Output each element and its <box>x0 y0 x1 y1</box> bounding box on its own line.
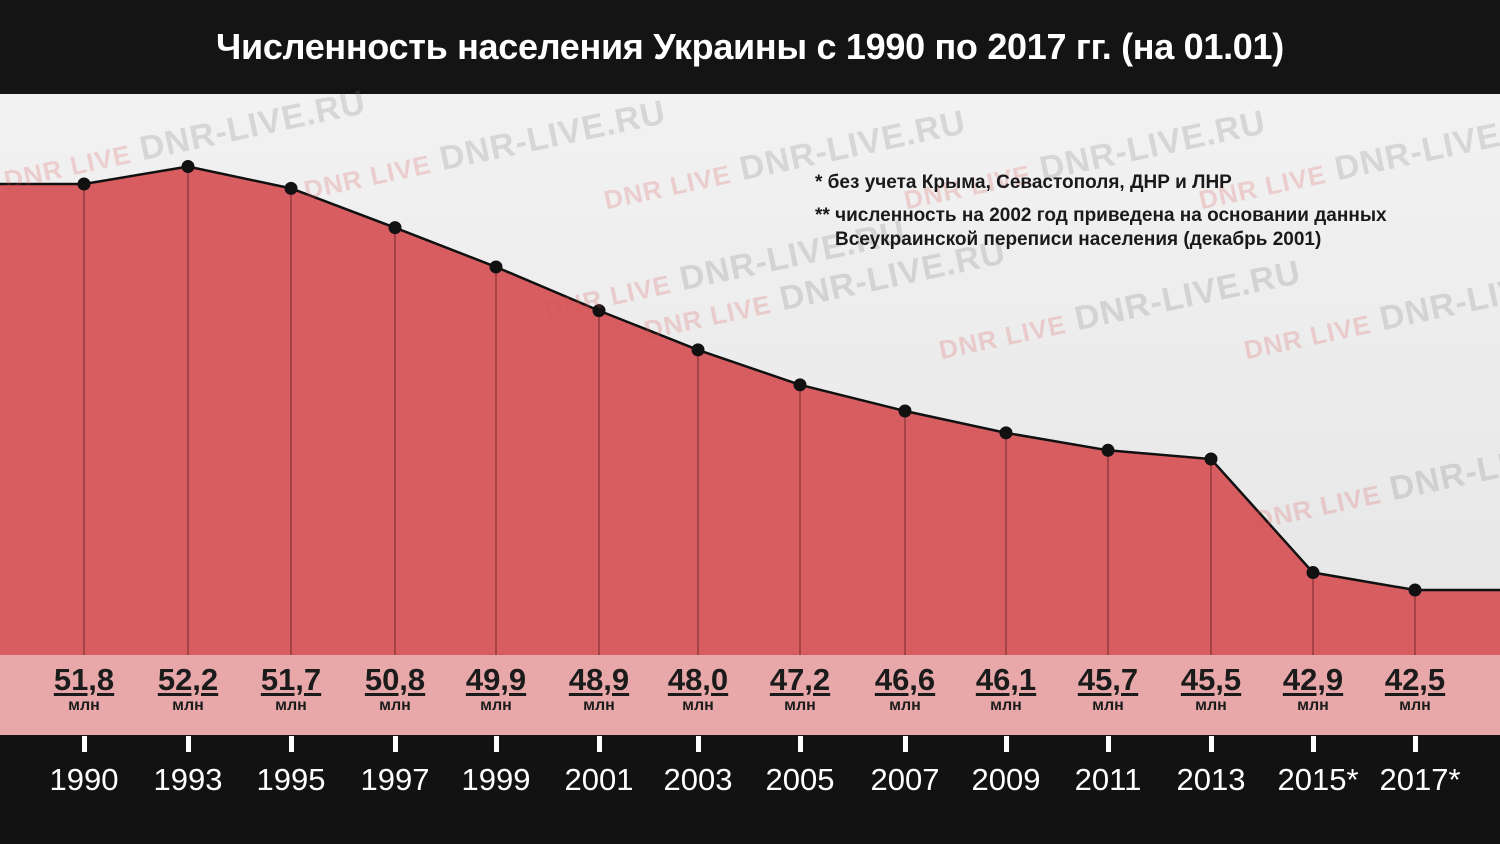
x-axis-year-label: 1995 <box>256 762 326 797</box>
data-point-2015 <box>1306 566 1320 580</box>
data-point-1993 <box>181 160 195 174</box>
value-unit: млн <box>68 697 100 714</box>
x-axis-tick <box>1413 736 1418 752</box>
value-unit: млн <box>889 697 921 714</box>
data-point-2013 <box>1204 452 1218 466</box>
value-label: 46,6 млн <box>850 664 960 716</box>
x-axis-tick <box>1209 736 1214 752</box>
data-point-1997 <box>388 221 402 235</box>
x-axis-tick <box>82 736 87 752</box>
x-axis-tick <box>494 736 499 752</box>
x-axis-year-label: 2007 <box>870 762 940 797</box>
value-label: 45,7 млн <box>1053 664 1163 716</box>
value-number: 47,2 <box>769 662 831 697</box>
value-unit: млн <box>1297 697 1329 714</box>
value-unit: млн <box>275 697 307 714</box>
data-point-1999 <box>489 260 503 274</box>
x-axis-year-label: 2013 <box>1176 762 1246 797</box>
value-unit: млн <box>172 697 204 714</box>
value-label: 46,1 млн <box>951 664 1061 716</box>
value-number: 42,5 <box>1384 662 1446 697</box>
x-axis-year-label: 2005 <box>765 762 835 797</box>
value-unit: млн <box>480 697 512 714</box>
value-number: 48,0 <box>667 662 729 697</box>
value-label: 42,9 млн <box>1258 664 1368 716</box>
value-unit: млн <box>1195 697 1227 714</box>
value-label: 48,0 млн <box>643 664 753 716</box>
value-label: 50,8 млн <box>340 664 450 716</box>
x-axis-tick <box>289 736 294 752</box>
value-label: 51,8 млн <box>29 664 139 716</box>
data-point-2017 <box>1408 583 1422 597</box>
data-point-1990 <box>77 177 91 191</box>
x-axis-tick <box>393 736 398 752</box>
x-axis-year-label: 2001 <box>564 762 634 797</box>
value-number: 49,9 <box>465 662 527 697</box>
value-label: 45,5 млн <box>1156 664 1266 716</box>
x-axis-tick <box>1311 736 1316 752</box>
data-point-2007 <box>898 404 912 418</box>
x-axis-tick <box>186 736 191 752</box>
value-label: 51,7 млн <box>236 664 346 716</box>
value-unit: млн <box>990 697 1022 714</box>
value-number: 42,9 <box>1282 662 1344 697</box>
x-axis-year-label: 1993 <box>153 762 223 797</box>
data-point-2003 <box>691 343 705 357</box>
population-area <box>0 166 1500 655</box>
values-band <box>0 655 1500 735</box>
value-unit: млн <box>1399 697 1431 714</box>
x-axis-year-label: 1999 <box>461 762 531 797</box>
x-axis-tick <box>1004 736 1009 752</box>
value-number: 52,2 <box>157 662 219 697</box>
x-axis-tick <box>696 736 701 752</box>
data-point-2011 <box>1101 443 1115 457</box>
x-axis-year-label: 2011 <box>1074 762 1142 797</box>
note-crimea: * без учета Крыма, Севастополя, ДНР и ЛН… <box>815 172 1232 193</box>
x-axis-year-label: 2017* <box>1379 762 1461 797</box>
value-number: 46,1 <box>975 662 1037 697</box>
population-line <box>0 165 1500 592</box>
value-unit: млн <box>1092 697 1124 714</box>
data-point-1995 <box>284 181 298 195</box>
x-axis-year-label: 1990 <box>49 762 119 797</box>
x-axis-year-label: 2009 <box>971 762 1041 797</box>
x-axis-year-label: 1997 <box>360 762 430 797</box>
chart-title: Численность населения Украины с 1990 по … <box>216 26 1284 67</box>
data-point-2009 <box>999 426 1013 440</box>
value-number: 51,7 <box>260 662 322 697</box>
value-unit: млн <box>784 697 816 714</box>
data-point-2001 <box>592 304 606 318</box>
value-label: 49,9 млн <box>441 664 551 716</box>
x-axis-year-label: 2003 <box>663 762 733 797</box>
value-label: 42,5 млн <box>1360 664 1470 716</box>
value-unit: млн <box>379 697 411 714</box>
plot-area: DNR LIVEDNR-LIVE.RU DNR LIVEDNR-LIVE.RU DN… <box>0 83 1500 734</box>
x-axis-tick <box>1106 736 1111 752</box>
x-axis-year-label: 2015* <box>1277 762 1359 797</box>
note-census: ** численность на 2002 год приведена на … <box>815 205 1387 250</box>
value-unit: млн <box>682 697 714 714</box>
value-label: 47,2 млн <box>745 664 855 716</box>
chart-notes: * без учета Крыма, Севастополя, ДНР и ЛН… <box>815 171 1500 261</box>
data-point-2005 <box>793 378 807 392</box>
title-bar: Численность населения Украины с 1990 по … <box>0 0 1500 94</box>
x-axis-tick <box>798 736 803 752</box>
value-label: 48,9 млн <box>544 664 654 716</box>
x-axis-tick <box>597 736 602 752</box>
value-label: 52,2 млн <box>133 664 243 716</box>
population-area-chart <box>0 160 1500 655</box>
value-number: 50,8 <box>364 662 426 697</box>
value-number: 45,7 <box>1077 662 1139 697</box>
value-unit: млн <box>583 697 615 714</box>
x-axis-tick <box>903 736 908 752</box>
value-number: 51,8 <box>53 662 115 697</box>
value-number: 46,6 <box>874 662 936 697</box>
value-number: 45,5 <box>1180 662 1242 697</box>
value-number: 48,9 <box>568 662 630 697</box>
